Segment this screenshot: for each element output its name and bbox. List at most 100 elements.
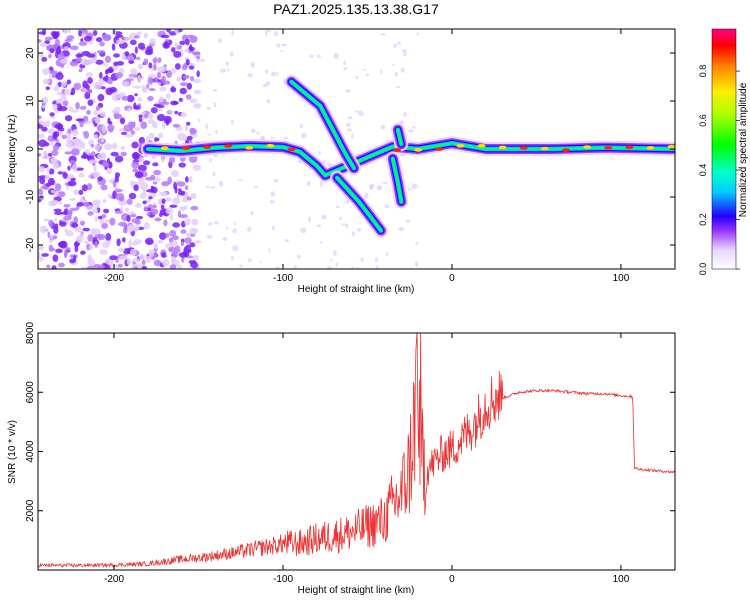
spectrogram-y-tick-label: 10 — [25, 95, 36, 107]
noise-blob-faint — [355, 76, 359, 79]
noise-blob-faint — [260, 136, 264, 139]
noise-blob — [50, 157, 58, 164]
noise-blob — [39, 177, 46, 185]
noise-blob-faint — [283, 136, 289, 140]
noise-blob-faint — [213, 102, 217, 108]
noise-blob — [43, 96, 49, 104]
noise-blob — [99, 71, 103, 79]
noise-blob — [152, 162, 159, 167]
noise-blob — [60, 93, 67, 102]
noise-blob-faint — [321, 214, 327, 220]
noise-blob — [106, 167, 112, 174]
noise-blob — [143, 32, 148, 39]
noise-blob — [124, 134, 134, 138]
noise-blob — [153, 62, 157, 71]
snr-y-axis-label: SNR (10 * v/v) — [7, 420, 18, 484]
noise-blob — [190, 193, 197, 198]
noise-blob — [48, 244, 54, 252]
noise-blob-faint — [238, 179, 243, 182]
noise-blob — [185, 58, 190, 66]
noise-blob — [75, 101, 80, 110]
noise-blob — [71, 109, 79, 113]
noise-blob — [102, 62, 109, 67]
noise-blob — [138, 114, 143, 118]
noise-blob — [81, 184, 88, 192]
noise-blob — [174, 29, 179, 35]
noise-blob — [146, 83, 150, 89]
noise-blob — [92, 208, 98, 214]
noise-blob — [196, 55, 201, 60]
noise-blob-faint — [415, 241, 419, 246]
noise-blob — [151, 121, 158, 129]
noise-blob — [67, 174, 71, 182]
noise-blob-faint — [281, 43, 287, 47]
branch-ridge-2-layer — [391, 157, 403, 204]
noise-blob — [110, 151, 119, 157]
noise-blob — [136, 31, 142, 36]
colorbar-ticks: 0.0 0.2 0.4 0.6 0.8 — [698, 65, 740, 275]
noise-blob-faint — [414, 261, 419, 267]
noise-blob — [124, 51, 130, 57]
colorbar: 0.0 0.2 0.4 0.6 0.8 Normalized spectral ampl… — [698, 28, 749, 275]
noise-blob — [178, 252, 188, 258]
spectrogram-y-tick-label: 0 — [25, 146, 36, 152]
noise-blob — [196, 70, 200, 78]
noise-blob — [45, 182, 52, 187]
noise-blob-faint — [364, 192, 369, 199]
noise-blob-faint — [220, 68, 226, 73]
noise-blob — [105, 232, 112, 241]
noise-blob — [157, 57, 162, 63]
noise-blob-faint — [343, 66, 348, 71]
noise-blob — [179, 82, 188, 87]
noise-blob — [94, 144, 101, 151]
ridge-hotspot — [689, 147, 697, 151]
noise-blob — [101, 213, 107, 219]
noise-blob — [48, 219, 54, 228]
noise-blob-faint — [351, 231, 356, 237]
noise-blob-faint — [271, 225, 276, 231]
noise-blob — [51, 265, 57, 269]
noise-blob — [49, 112, 55, 117]
noise-blob — [179, 87, 187, 95]
noise-blob — [191, 228, 198, 232]
noise-blob-faint — [309, 54, 314, 59]
noise-blob — [51, 149, 59, 157]
noise-blob — [184, 185, 189, 191]
noise-blob — [54, 38, 60, 47]
noise-blob — [63, 204, 71, 208]
noise-blob — [140, 121, 148, 130]
noise-blob — [66, 35, 75, 40]
noise-blob — [171, 47, 176, 53]
noise-blob-faint — [391, 63, 395, 66]
noise-blob-faint — [335, 262, 338, 267]
noise-blob-faint — [266, 99, 271, 104]
noise-blob-faint — [225, 227, 229, 230]
noise-blob — [86, 58, 91, 66]
noise-blob-faint — [386, 251, 389, 257]
noise-blob — [83, 131, 90, 139]
noise-blob — [164, 41, 169, 47]
noise-blob — [57, 171, 64, 175]
noise-blob — [165, 207, 174, 215]
noise-blob — [61, 80, 67, 88]
noise-blob — [38, 53, 44, 58]
noise-blob — [47, 152, 53, 157]
noise-blob — [128, 192, 137, 200]
noise-blob — [123, 124, 133, 132]
noise-blob — [38, 120, 45, 124]
noise-blob — [84, 240, 89, 245]
noise-blob — [55, 72, 64, 81]
noise-blob — [168, 31, 177, 36]
noise-blob — [44, 36, 53, 41]
noise-blob — [133, 184, 139, 192]
noise-blob — [190, 76, 195, 82]
ridge-hotspot — [667, 144, 675, 149]
noise-blob — [88, 159, 98, 164]
noise-blob — [80, 58, 89, 66]
noise-blob-faint — [284, 239, 289, 243]
ridge-hotspot — [287, 147, 296, 152]
noise-blob — [185, 94, 192, 100]
snr-panel: -200 -100 0 100 2000 4000 6000 8000 Height of … — [7, 321, 676, 596]
noise-blob — [153, 169, 162, 176]
noise-blob — [58, 106, 68, 112]
